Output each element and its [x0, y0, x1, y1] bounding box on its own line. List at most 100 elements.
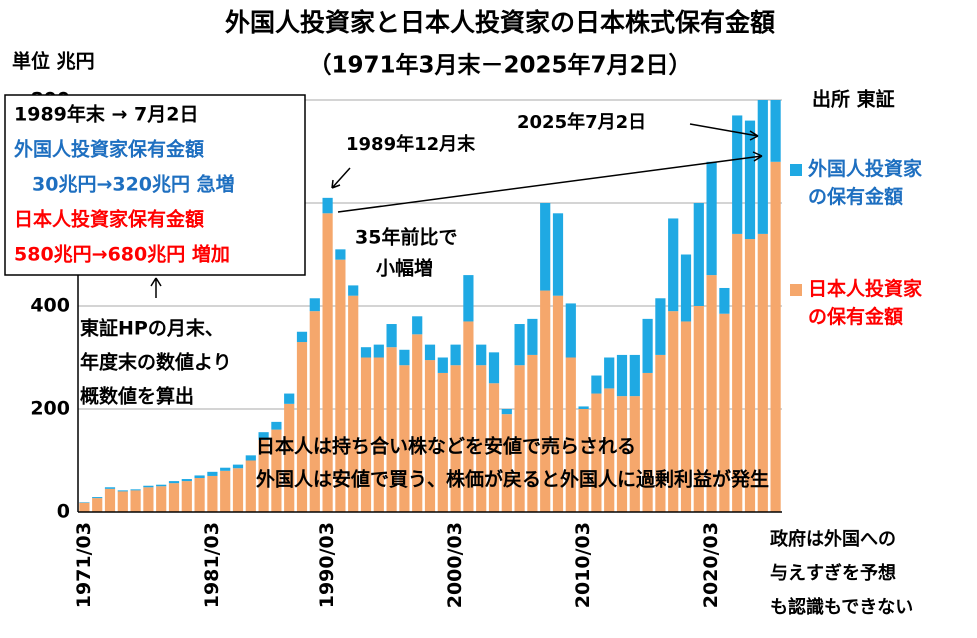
bar-segment	[450, 365, 461, 512]
bar-segment	[232, 468, 244, 512]
bar-segment	[744, 120, 756, 240]
bar-segment	[463, 275, 474, 322]
bar-segment	[220, 470, 231, 512]
bar-segment	[143, 487, 154, 512]
bar-segment	[348, 295, 359, 512]
chart-subtitle: （1971年3月末－2025年7月2日）	[308, 52, 691, 79]
legend-swatch	[790, 164, 802, 176]
box-line: 外国人投資家保有金額	[14, 138, 204, 161]
bar-segment	[719, 287, 730, 314]
bar-segment	[258, 439, 269, 512]
bar-segment	[424, 360, 436, 512]
bar-segment	[501, 414, 512, 512]
bar-segment	[181, 481, 192, 512]
bar-segment	[181, 479, 192, 482]
bar-segment	[335, 249, 346, 260]
bar-segment	[156, 484, 167, 487]
bar-segment	[668, 311, 679, 512]
box-line: 580兆円→680兆円 増加	[14, 243, 230, 266]
change-label: 小幅増	[376, 257, 433, 280]
legend-swatch	[790, 284, 802, 296]
bar-segment	[540, 290, 551, 512]
bar-segment	[770, 100, 781, 162]
x-tick-label: 2020/03	[700, 522, 722, 608]
bar-segment	[437, 357, 448, 373]
change-label: 35年前比で	[355, 226, 457, 249]
bar-segment	[642, 372, 653, 512]
bar-segment	[578, 406, 589, 409]
bar-segment	[668, 218, 679, 312]
bar-segment	[476, 344, 487, 366]
legend-label: 日本人投資家の保有金額	[808, 278, 923, 328]
bar-segment	[527, 318, 538, 355]
bar-segment	[757, 233, 768, 512]
comment-label: 外国人は安値で買う、株価が戻ると外国人に過剰利益が発生	[256, 468, 769, 491]
bar-segment	[693, 306, 704, 512]
box-line: 30兆円→320兆円 急増	[32, 173, 235, 196]
bar-segment	[680, 321, 692, 512]
bar-segment	[757, 100, 768, 234]
method-label: 年度末の数値より	[80, 351, 232, 374]
y-tick-label: 0	[57, 501, 70, 523]
bar-segment	[284, 403, 295, 512]
bar-segment	[488, 383, 500, 512]
bar-segment	[309, 298, 320, 312]
bar-segment	[629, 354, 640, 397]
bar-segment	[194, 478, 205, 512]
bar-segment	[629, 396, 640, 512]
bar-segment	[565, 303, 576, 358]
bar-segment	[680, 254, 692, 322]
bar-segment	[540, 203, 551, 291]
bar-segment	[719, 313, 730, 512]
bar-segment	[565, 357, 576, 512]
box-line: 日本人投資家保有金額	[14, 208, 204, 231]
bar-segment	[501, 409, 512, 415]
bar-segment	[412, 316, 423, 335]
bar-segment	[514, 365, 525, 512]
bar-segment	[642, 318, 653, 373]
bar-segment	[92, 497, 103, 499]
bar-segment	[552, 295, 564, 512]
bar-segment	[437, 372, 448, 512]
bar-segment	[130, 489, 141, 491]
bar-segment	[245, 455, 256, 461]
bar-segment	[130, 490, 141, 512]
bar-segment	[309, 311, 320, 512]
bars	[79, 100, 781, 512]
bar-segment	[770, 161, 781, 512]
bar-segment	[194, 475, 205, 479]
bar-segment	[386, 324, 397, 348]
method-label: 東証HPの月末、	[80, 317, 224, 340]
box-line: 1989年末 → 7月2日	[14, 103, 198, 126]
bar-segment	[450, 344, 461, 366]
method-label: 概数値を算出	[80, 385, 194, 408]
bar-segment	[706, 275, 717, 512]
bar-segment	[335, 259, 346, 512]
chart-title: 外国人投資家と日本人投資家の日本株式保有金額	[225, 8, 775, 37]
bar-segment	[360, 347, 372, 358]
bar-segment	[488, 352, 500, 384]
bar-segment	[655, 354, 666, 512]
bar-segment	[604, 357, 615, 389]
bar-segment	[92, 498, 103, 512]
bar-segment	[322, 197, 333, 214]
bar-segment	[207, 475, 218, 512]
note-label: 与えすぎを予想	[770, 562, 896, 584]
bar-segment	[322, 213, 333, 512]
bar-segment	[616, 396, 628, 512]
legend-entry: 日本人投資家の保有金額	[790, 275, 922, 331]
bar-segment	[424, 344, 436, 361]
bar-segment	[399, 349, 410, 366]
bar-segment	[143, 485, 154, 488]
x-tick-label: 2010/03	[572, 522, 594, 608]
bar-segment	[412, 334, 423, 512]
bar-segment	[706, 161, 717, 276]
bar-segment	[360, 357, 372, 512]
bar-segment	[732, 233, 743, 512]
bar-segment	[232, 464, 244, 469]
arrow	[331, 167, 351, 189]
arrow	[150, 277, 162, 298]
bar-segment	[156, 486, 167, 512]
